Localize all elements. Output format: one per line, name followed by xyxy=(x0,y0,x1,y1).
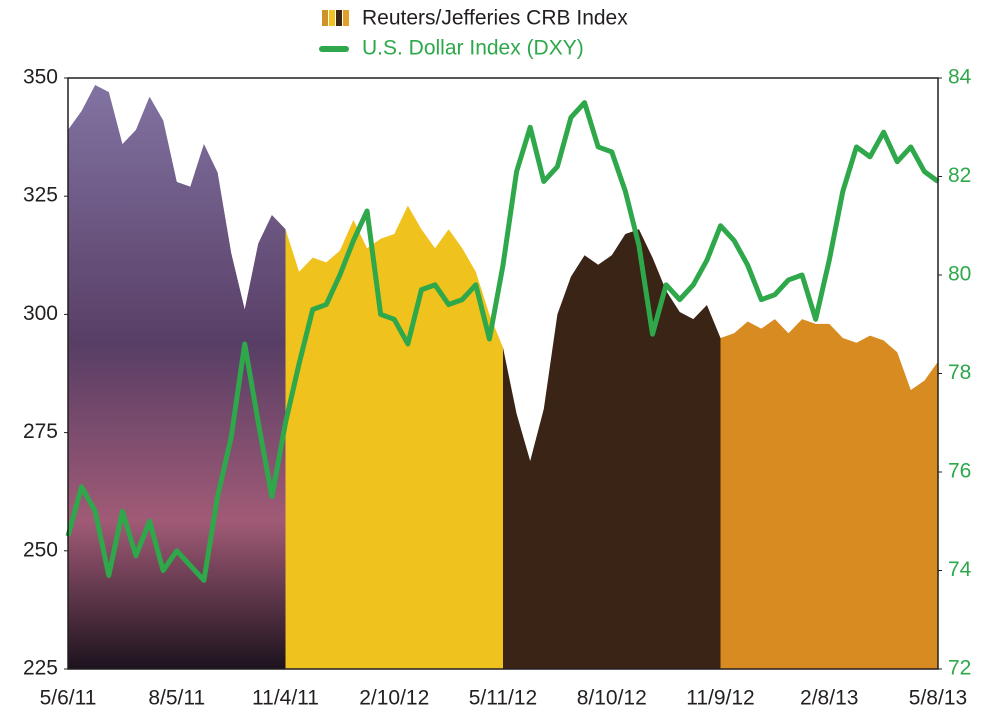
y2-tick-label: 72 xyxy=(948,657,971,680)
plot-frame xyxy=(67,77,939,670)
x-tick-label: 11/4/11 xyxy=(252,687,319,710)
y2-tick-label: 84 xyxy=(948,66,972,89)
legend-swatch xyxy=(322,10,328,26)
legend-swatch xyxy=(336,10,342,26)
x-tick-label: 5/6/11 xyxy=(40,687,97,710)
area-texture xyxy=(68,85,286,669)
legend: Reuters/Jefferies CRB Index U.S. Dollar … xyxy=(319,7,628,60)
x-tick-label: 2/8/13 xyxy=(800,687,858,710)
x-tick-label: 2/10/12 xyxy=(359,687,429,710)
legend-label: Reuters/Jefferies CRB Index xyxy=(362,7,628,30)
y-tick-label: 325 xyxy=(23,184,58,207)
x-tick-label: 11/9/12 xyxy=(686,687,755,710)
y-tick-label: 250 xyxy=(23,538,58,561)
x-tick-label: 5/8/13 xyxy=(909,687,967,710)
x-tick-label: 5/11/12 xyxy=(469,687,538,710)
y2-tick-label: 74 xyxy=(948,558,972,581)
y-tick-label: 350 xyxy=(23,66,58,89)
line xyxy=(65,100,940,583)
y2-tick-label: 78 xyxy=(948,361,971,384)
legend-swatch xyxy=(329,10,335,26)
y2-tick-label: 82 xyxy=(948,164,971,187)
legend-swatch xyxy=(343,10,349,26)
x-tick-label: 8/5/11 xyxy=(148,687,205,710)
y2-tick-label: 76 xyxy=(948,460,971,483)
x-tick-label: 8/10/12 xyxy=(577,687,647,710)
y-tick-label: 225 xyxy=(23,657,58,680)
y2-tick-label: 80 xyxy=(948,263,971,286)
legend-label: U.S. Dollar Index (DXY) xyxy=(362,37,584,60)
y-tick-label: 300 xyxy=(23,302,58,325)
y-tick-label: 275 xyxy=(23,420,58,443)
